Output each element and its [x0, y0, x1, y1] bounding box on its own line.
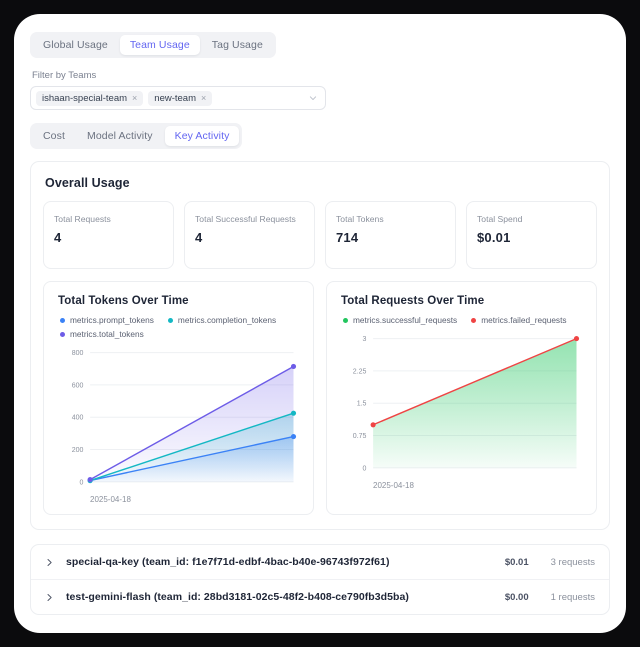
activity-tabs[interactable]: Cost Model Activity Key Activity: [30, 123, 243, 149]
legend-item[interactable]: metrics.successful_requests: [343, 315, 457, 325]
tab-key-activity[interactable]: Key Activity: [164, 126, 240, 146]
chart-title: Total Tokens Over Time: [58, 295, 189, 307]
overall-usage-panel: Overall Usage Total Requests 4 Total Suc…: [30, 161, 610, 531]
legend-dot-icon: [167, 317, 173, 323]
tokens-plot: 0 200 400 600 800: [54, 345, 303, 497]
legend-label: metrics.prompt_tokens: [70, 315, 154, 325]
stat-label: Total Requests: [54, 214, 111, 224]
team-chip-label: ishaan-special-team: [42, 92, 128, 104]
usage-scope-tabs[interactable]: Global Usage Team Usage Tag Usage: [30, 32, 276, 58]
key-row[interactable]: test-gemini-flash (team_id: 28bd3181-02c…: [31, 579, 609, 614]
svg-text:0: 0: [363, 465, 367, 472]
key-name: special-qa-key (team_id: f1e7f71d-edbf-4…: [66, 556, 390, 569]
legend-dot-icon: [60, 317, 65, 323]
svg-text:800: 800: [72, 350, 84, 357]
stat-label: Total Tokens: [336, 214, 384, 224]
team-chip[interactable]: new-team ×: [148, 90, 213, 106]
legend-item[interactable]: metrics.prompt_tokens: [60, 315, 154, 325]
stat-value: 714: [336, 230, 359, 246]
stat-card-total-tokens: Total Tokens 714: [325, 201, 456, 269]
legend-dot-icon: [471, 317, 477, 323]
svg-text:400: 400: [72, 415, 84, 422]
stat-label: Total Spend: [477, 214, 523, 224]
tab-global-usage[interactable]: Global Usage: [43, 39, 108, 51]
filter-by-teams-label: Filter by Teams: [32, 70, 97, 81]
chart-grid: Total Tokens Over Time metrics.prompt_to…: [43, 281, 597, 516]
stat-card-grid: Total Requests 4 Total Successful Reques…: [43, 201, 597, 269]
tab-model-activity[interactable]: Model Activity: [87, 130, 153, 142]
stat-card-total-successful-requests: Total Successful Requests 4: [184, 201, 315, 269]
stat-value: $0.01: [477, 230, 511, 246]
svg-text:3: 3: [363, 336, 367, 343]
key-spend: $0.00: [504, 591, 529, 603]
team-filter-select[interactable]: ishaan-special-team × new-team ×: [30, 86, 326, 110]
svg-text:0.75: 0.75: [353, 433, 367, 440]
x-axis-tick-label: 2025-04-18: [90, 495, 131, 505]
chart-card-total-tokens-over-time: Total Tokens Over Time metrics.prompt_to…: [43, 281, 314, 516]
chart-card-total-requests-over-time: Total Requests Over Time metrics.success…: [326, 281, 597, 516]
svg-text:200: 200: [72, 447, 84, 454]
tab-tag-usage[interactable]: Tag Usage: [211, 39, 263, 51]
chevron-down-icon[interactable]: [309, 94, 317, 102]
dashboard-card: Global Usage Team Usage Tag Usage Filter…: [14, 14, 626, 633]
requests-plot: 0 0.75 1.5 2.25 3: [337, 331, 586, 483]
chart-legend: metrics.successful_requests metrics.fail…: [343, 315, 586, 325]
stat-value: 4: [195, 230, 203, 246]
svg-text:2.25: 2.25: [353, 368, 367, 375]
svg-text:600: 600: [72, 382, 84, 389]
legend-label: metrics.completion_tokens: [177, 315, 277, 325]
chevron-right-icon[interactable]: [45, 593, 54, 602]
legend-label: metrics.total_tokens: [70, 329, 144, 339]
legend-item[interactable]: metrics.completion_tokens: [167, 315, 277, 325]
tab-team-usage[interactable]: Team Usage: [119, 35, 200, 55]
key-row[interactable]: special-qa-key (team_id: f1e7f71d-edbf-4…: [31, 545, 609, 579]
key-spend: $0.01: [504, 556, 529, 568]
key-request-count: 3 requests: [550, 556, 595, 568]
svg-text:1.5: 1.5: [357, 401, 367, 408]
chevron-right-icon[interactable]: [45, 558, 54, 567]
svg-text:0: 0: [80, 479, 84, 486]
key-activity-list: special-qa-key (team_id: f1e7f71d-edbf-4…: [30, 544, 610, 616]
legend-item[interactable]: metrics.total_tokens: [60, 329, 144, 339]
stat-value: 4: [54, 230, 62, 246]
team-chip-label: new-team: [154, 92, 196, 104]
chart-title: Total Requests Over Time: [341, 295, 485, 307]
remove-chip-icon[interactable]: ×: [132, 92, 138, 103]
remove-chip-icon[interactable]: ×: [201, 92, 207, 103]
key-request-count: 1 requests: [550, 591, 595, 603]
chart-legend: metrics.prompt_tokens metrics.completion…: [60, 315, 303, 339]
team-chip[interactable]: ishaan-special-team ×: [36, 90, 144, 106]
overall-usage-title: Overall Usage: [45, 176, 130, 190]
x-axis-tick-label: 2025-04-18: [373, 481, 414, 491]
legend-item[interactable]: metrics.failed_requests: [471, 315, 567, 325]
stat-card-total-spend: Total Spend $0.01: [466, 201, 597, 269]
legend-dot-icon: [60, 331, 65, 337]
stat-label: Total Successful Requests: [195, 214, 296, 224]
key-name: test-gemini-flash (team_id: 28bd3181-02c…: [66, 591, 409, 604]
legend-label: metrics.failed_requests: [481, 315, 567, 325]
tab-cost[interactable]: Cost: [43, 130, 65, 142]
legend-dot-icon: [343, 317, 348, 323]
legend-label: metrics.successful_requests: [353, 315, 458, 325]
stat-card-total-requests: Total Requests 4: [43, 201, 174, 269]
